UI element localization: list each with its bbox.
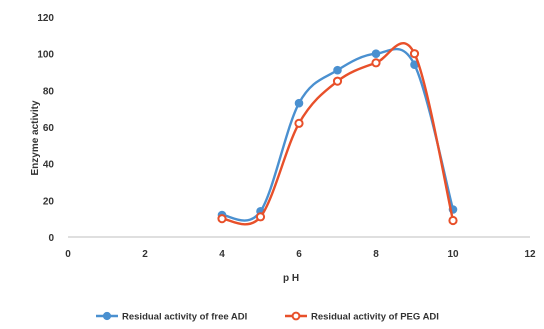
y-tick-label: 20 xyxy=(43,196,55,207)
y-tick-label: 120 xyxy=(37,13,54,24)
data-point xyxy=(448,215,458,226)
plot-area: 0 2 4 6 8 10 12 0 20 40 60 80 100 120 xyxy=(37,13,536,260)
data-point xyxy=(371,49,381,58)
data-point xyxy=(332,76,343,86)
legend-marker xyxy=(102,311,112,321)
x-tick-label: 8 xyxy=(373,249,379,260)
data-point xyxy=(333,65,342,75)
x-tick-label: 2 xyxy=(142,249,148,260)
x-axis-ticks: 0 2 4 6 8 10 12 xyxy=(65,249,536,260)
legend-marker xyxy=(291,311,301,321)
x-axis-title: p H xyxy=(283,273,299,284)
series-2 xyxy=(217,42,458,226)
series-line xyxy=(221,47,455,222)
legend: Residual activity of free ADI Residual ac… xyxy=(96,312,439,323)
legend-label: Residual activity of free ADI xyxy=(122,312,247,323)
series-layer xyxy=(217,42,458,226)
y-tick-label: 0 xyxy=(48,233,54,244)
y-tick-label: 40 xyxy=(43,160,55,171)
x-tick-label: 0 xyxy=(65,249,71,260)
x-tick-label: 10 xyxy=(447,249,459,260)
data-point xyxy=(255,212,266,222)
x-tick-label: 4 xyxy=(219,249,225,260)
y-axis-title: Enzyme activity xyxy=(30,100,41,175)
x-tick-label: 12 xyxy=(524,249,536,260)
data-point xyxy=(294,98,304,108)
y-tick-label: 60 xyxy=(43,123,55,134)
legend-label: Residual activity of PEG ADI xyxy=(311,312,439,323)
y-tick-label: 100 xyxy=(37,50,54,61)
data-point xyxy=(409,49,420,59)
y-axis-ticks: 0 20 40 60 80 100 120 xyxy=(37,13,54,244)
x-tick-label: 6 xyxy=(296,249,302,260)
data-point xyxy=(371,58,381,68)
legend-item: Residual activity of free ADI xyxy=(96,312,247,323)
data-point xyxy=(294,118,304,128)
data-point xyxy=(217,214,227,224)
legend-item: Residual activity of PEG ADI xyxy=(285,312,439,323)
y-tick-label: 80 xyxy=(43,86,55,97)
